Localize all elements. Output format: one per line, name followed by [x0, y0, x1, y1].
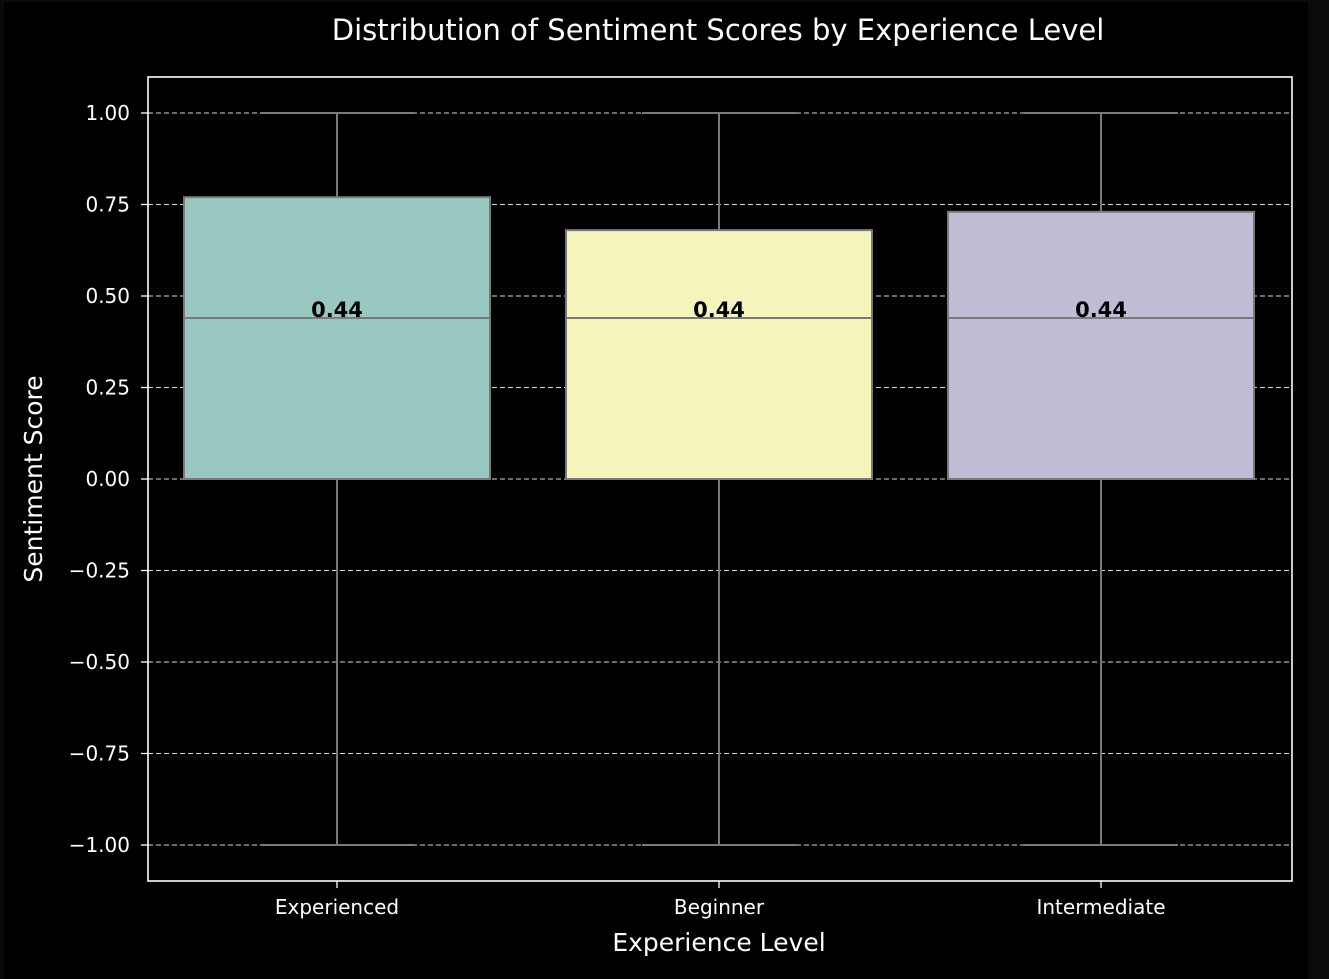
y-tick-label: −0.75: [69, 742, 130, 766]
y-tick-label: 0.25: [85, 376, 130, 400]
median-label: 0.44: [693, 298, 745, 322]
y-tick-label: 0.75: [85, 193, 130, 217]
axes-frame: [147, 76, 1293, 882]
y-axis-ticks: 1.00 0.75 0.50 0.25 0.00 −0.25 −0.50 −0.75 −1.00: [69, 101, 148, 857]
y-tick-label: −0.25: [69, 559, 130, 583]
y-tick-label: 1.00: [85, 101, 130, 125]
x-tick-label: Experienced: [275, 895, 399, 919]
box-beginner: 0.44: [565, 112, 873, 846]
box-plots: 0.44 0.44 0.44: [183, 112, 1255, 846]
y-tick-label: 0.00: [85, 467, 130, 491]
iqr-box: [947, 210, 1255, 480]
x-axis-ticks: Experienced Beginner Intermediate: [275, 881, 1166, 919]
box-intermediate: 0.44: [947, 112, 1255, 846]
figure-canvas: [4, 2, 1308, 979]
y-axis-label: Sentiment Score: [19, 375, 48, 582]
y-tick-label: 0.50: [85, 284, 130, 308]
iqr-box: [183, 196, 491, 480]
iqr-box: [565, 229, 873, 480]
chart-title: Distribution of Sentiment Scores by Expe…: [332, 13, 1105, 47]
box-experienced: 0.44: [183, 112, 491, 846]
x-axis-label: Experience Level: [612, 928, 825, 957]
median-label: 0.44: [311, 298, 363, 322]
y-tick-label: −1.00: [69, 833, 130, 857]
x-tick-label: Intermediate: [1036, 895, 1165, 919]
y-tick-label: −0.50: [69, 650, 130, 674]
median-label: 0.44: [1075, 298, 1127, 322]
x-tick-label: Beginner: [674, 895, 765, 919]
